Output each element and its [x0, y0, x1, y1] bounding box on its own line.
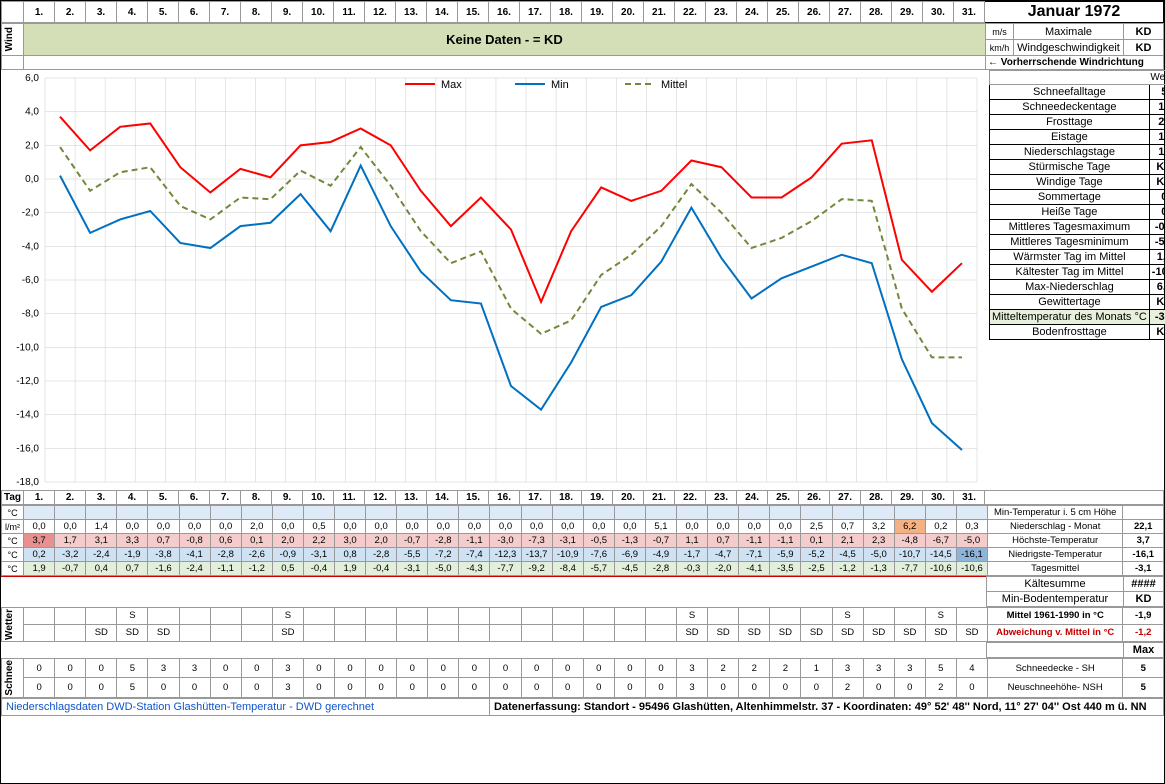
- wind-label: Wind: [4, 27, 15, 51]
- day-header: 4.: [117, 2, 148, 23]
- svg-text:6,0: 6,0: [25, 73, 39, 84]
- stat-label: Frosttage: [990, 115, 1150, 130]
- day-header: 13.: [396, 2, 427, 23]
- stat-label: Bodenfrosttage: [990, 325, 1150, 340]
- day-header: 27.: [830, 2, 861, 23]
- day-header: 25.: [768, 2, 799, 23]
- stats-panel: Werte Schneefalltage5Schneedeckentage14F…: [989, 70, 1165, 340]
- wind-no-data: Keine Daten - = KD: [24, 24, 986, 56]
- svg-text:-2,0: -2,0: [22, 208, 40, 219]
- stat-value: KD: [1149, 175, 1165, 190]
- stat-label: Heiße Tage: [990, 205, 1150, 220]
- stat-label: Schneefalltage: [990, 85, 1150, 100]
- svg-text:4,0: 4,0: [25, 107, 39, 118]
- footer-left: Niederschlagsdaten DWD-Station Glashütte…: [2, 698, 490, 715]
- footer: Niederschlagsdaten DWD-Station Glashütte…: [1, 698, 1164, 716]
- stat-value: 0: [1149, 190, 1165, 205]
- day-header: 8.: [241, 2, 272, 23]
- stat-value: 15: [1149, 130, 1165, 145]
- day-header: 6.: [179, 2, 210, 23]
- svg-text:-4,0: -4,0: [22, 241, 40, 252]
- stat-value: 10: [1149, 145, 1165, 160]
- stat-label: Niederschlagstage: [990, 145, 1150, 160]
- day-header: 17.: [520, 2, 551, 23]
- chart-svg: -18,0 -16,0 -14,0 -12,0 -10,0 -8,0 -6,0 -4,0 -2,…: [1, 70, 989, 490]
- svg-text:Min: Min: [551, 79, 569, 91]
- svg-text:-18,0: -18,0: [16, 477, 39, 488]
- stat-label: Eistage: [990, 130, 1150, 145]
- day-header: 18.: [551, 2, 582, 23]
- day-header: 21.: [644, 2, 675, 23]
- stat-value: 29: [1149, 115, 1165, 130]
- stat-label: Gewittertage: [990, 295, 1150, 310]
- data-rows: °CMin-Temperatur i. 5 cm Höhel/m²0,00,01…: [1, 505, 1164, 576]
- day-header: 7.: [210, 2, 241, 23]
- stat-value: 6,2: [1149, 280, 1165, 295]
- weather-sheet: 1.2.3.4.5.6.7.8.9.10.11.12.13.14.15.16.1…: [0, 0, 1165, 784]
- day-header: 11.: [334, 2, 365, 23]
- footer-right: Datenerfassung: Standort - 95496 Glashüt…: [490, 698, 1164, 715]
- tag-row: Tag 1.2.3.4.5.6.7.8.9.10.11.12.13.14.15.…: [1, 490, 1164, 505]
- stat-label: Mittleres Tagesminimum: [990, 235, 1150, 250]
- svg-text:-8,0: -8,0: [22, 309, 40, 320]
- day-header: 12.: [365, 2, 396, 23]
- stat-label: Wärmster Tag im Mittel: [990, 250, 1150, 265]
- wetter-rows: WetterSSSSSMittel 1961-1990 in °C-1,9SDS…: [1, 607, 1164, 642]
- stat-label: Max-Niederschlag: [990, 280, 1150, 295]
- svg-text:-10,0: -10,0: [16, 342, 39, 353]
- day-header: 26.: [799, 2, 830, 23]
- stat-value: -10,6: [1149, 265, 1165, 280]
- svg-text:2,0: 2,0: [25, 140, 39, 151]
- day-header: 10.: [303, 2, 334, 23]
- day-header: 5.: [148, 2, 179, 23]
- stat-value: 1,9: [1149, 250, 1165, 265]
- stat-label: Windige Tage: [990, 175, 1150, 190]
- wind-section: Wind Keine Daten - = KD m/s Maximale KD …: [1, 23, 1164, 70]
- stat-value: -5,9: [1149, 235, 1165, 250]
- day-header: 31.: [954, 2, 985, 23]
- day-header: 22.: [675, 2, 706, 23]
- stat-label: Stürmische Tage: [990, 160, 1150, 175]
- day-header: 15.: [458, 2, 489, 23]
- stat-value: 14: [1149, 100, 1165, 115]
- day-header: 23.: [706, 2, 737, 23]
- stat-value: 5: [1149, 85, 1165, 100]
- stat-label: Mitteltemperatur des Monats °C: [990, 310, 1150, 325]
- svg-text:Mittel: Mittel: [661, 79, 687, 91]
- day-header: 3.: [86, 2, 117, 23]
- day-header: 2.: [55, 2, 86, 23]
- stat-label: Kältester Tag im Mittel: [990, 265, 1150, 280]
- day-header: 19.: [582, 2, 613, 23]
- day-header: 28.: [861, 2, 892, 23]
- svg-text:-16,0: -16,0: [16, 443, 39, 454]
- svg-text:0,0: 0,0: [25, 174, 39, 185]
- stat-value: 0: [1149, 205, 1165, 220]
- day-header: 9.: [272, 2, 303, 23]
- stat-label: Schneedeckentage: [990, 100, 1150, 115]
- svg-text:Max: Max: [441, 79, 462, 91]
- stat-label: Sommertage: [990, 190, 1150, 205]
- day-header: 16.: [489, 2, 520, 23]
- stat-value: KD: [1149, 160, 1165, 175]
- title: Januar 1972: [985, 2, 1164, 23]
- svg-text:-6,0: -6,0: [22, 275, 40, 286]
- day-header: 1.: [24, 2, 55, 23]
- stat-value: KD: [1149, 325, 1165, 340]
- stat-value: -3,1: [1149, 310, 1165, 325]
- day-header: 20.: [613, 2, 644, 23]
- header-table: 1.2.3.4.5.6.7.8.9.10.11.12.13.14.15.16.1…: [1, 1, 1164, 23]
- day-header: 29.: [892, 2, 923, 23]
- stat-value: -0,4: [1149, 220, 1165, 235]
- day-header: 24.: [737, 2, 768, 23]
- svg-text:-14,0: -14,0: [16, 410, 39, 421]
- schnee-rows: Schnee0005330030000000000003222133354Sch…: [1, 658, 1164, 698]
- temperature-chart: -18,0 -16,0 -14,0 -12,0 -10,0 -8,0 -6,0 -4,0 -2,…: [1, 70, 989, 490]
- day-header: 14.: [427, 2, 458, 23]
- stat-value: KD: [1149, 295, 1165, 310]
- wind-direction: ← Vorherrschende Windrichtung: [986, 56, 1164, 70]
- svg-text:-12,0: -12,0: [16, 376, 39, 387]
- day-header: 30.: [923, 2, 954, 23]
- stat-label: Mittleres Tagesmaximum: [990, 220, 1150, 235]
